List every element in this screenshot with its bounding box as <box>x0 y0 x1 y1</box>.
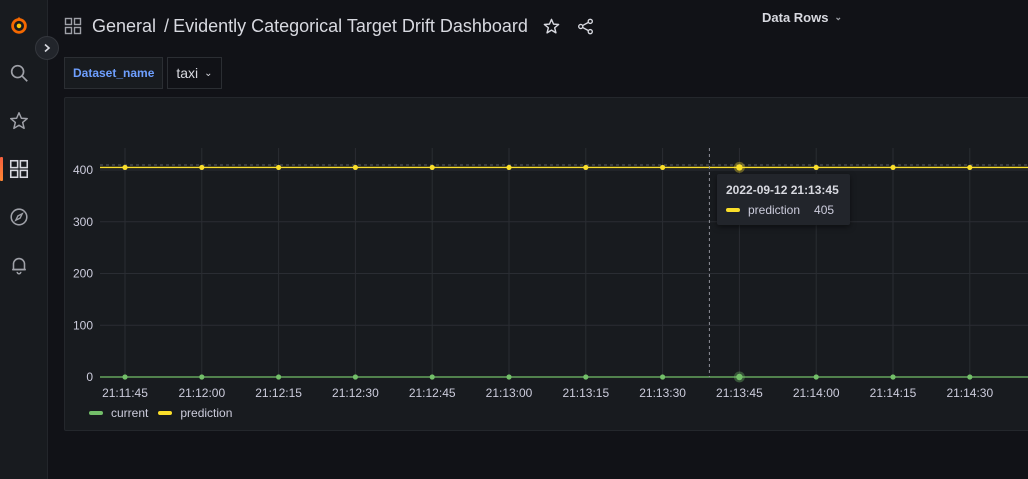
data-point-prediction <box>122 164 128 171</box>
tooltip-time: 2022-09-12 21:13:45 <box>726 183 839 197</box>
y-tick-label: 0 <box>86 370 93 384</box>
data-point-prediction <box>506 164 512 171</box>
search-icon[interactable] <box>7 61 31 85</box>
data-point-current <box>199 374 205 380</box>
hover-point-current <box>736 373 743 381</box>
tooltip-value: 405 <box>814 203 835 217</box>
y-axis: 0 100 200 300 400 <box>73 163 93 384</box>
variable-label: Dataset_name <box>64 57 164 89</box>
data-point-prediction <box>813 164 819 171</box>
tooltip-swatch <box>726 208 740 212</box>
data-point-prediction <box>429 164 435 171</box>
x-tick-label: 21:12:45 <box>409 386 456 400</box>
data-point-current <box>967 374 973 380</box>
data-point-current <box>583 374 589 380</box>
dashboards-grid-icon <box>64 17 82 35</box>
x-tick-label: 21:13:45 <box>716 386 763 400</box>
data-point-prediction <box>352 164 358 171</box>
star-icon[interactable] <box>7 109 31 133</box>
hover-point-prediction <box>736 164 743 171</box>
x-tick-label: 21:12:15 <box>255 386 302 400</box>
breadcrumb-folder[interactable]: General <box>92 15 157 36</box>
data-point-prediction <box>967 164 973 171</box>
breadcrumb-separator: / <box>164 15 170 36</box>
expand-menu-button[interactable] <box>35 36 59 60</box>
x-tick-label: 21:13:00 <box>486 386 533 400</box>
compass-explore-icon[interactable] <box>7 205 31 229</box>
chart-legend: current prediction <box>89 406 242 420</box>
x-tick-label: 21:12:30 <box>332 386 379 400</box>
legend-swatch-current <box>89 411 103 415</box>
data-point-current <box>122 374 128 380</box>
x-tick-label: 21:14:30 <box>946 386 993 400</box>
grafana-logo-icon[interactable] <box>7 13 31 37</box>
dataset-name-select[interactable]: taxi ⌄ <box>167 57 222 89</box>
data-point-prediction <box>890 164 896 171</box>
x-tick-label: 21:14:00 <box>793 386 840 400</box>
star-icon[interactable] <box>542 16 562 36</box>
dashboards-grid-icon[interactable] <box>7 157 31 181</box>
y-tick-label: 300 <box>73 215 93 229</box>
x-tick-label: 21:12:00 <box>178 386 225 400</box>
data-point-current <box>660 374 666 380</box>
data-point-current <box>352 374 358 380</box>
chart-tooltip: 2022-09-12 21:13:45 prediction 405 <box>717 174 850 225</box>
x-tick-label: 21:13:30 <box>639 386 686 400</box>
breadcrumb: General / Evidently Categorical Target D… <box>64 12 596 40</box>
legend-label-current: current <box>111 406 149 420</box>
tooltip-series: prediction <box>748 203 801 217</box>
bell-alerting-icon[interactable] <box>7 253 31 277</box>
data-point-current <box>813 374 819 380</box>
panel-header[interactable]: Data Rows ⌄ <box>762 10 842 25</box>
chart-series <box>100 164 1028 380</box>
y-tick-label: 200 <box>73 267 93 281</box>
data-point-prediction <box>660 164 666 171</box>
variable-bar: Dataset_name taxi ⌄ <box>64 57 222 89</box>
data-point-current <box>506 374 512 380</box>
legend-item-prediction[interactable]: prediction <box>158 406 232 420</box>
data-point-prediction <box>583 164 589 171</box>
y-tick-label: 400 <box>73 163 93 177</box>
data-point-current <box>890 374 896 380</box>
dashboard-title[interactable]: Evidently Categorical Target Drift Dashb… <box>173 15 528 36</box>
active-indicator <box>0 157 3 181</box>
legend-item-current[interactable]: current <box>89 406 148 420</box>
legend-swatch-prediction <box>158 411 173 415</box>
data-point-current <box>276 374 282 380</box>
chevron-right-icon <box>44 43 51 53</box>
legend-label-prediction: prediction <box>180 406 233 420</box>
dataset-name-value: taxi <box>176 65 199 81</box>
y-tick-label: 100 <box>73 318 93 332</box>
data-point-prediction <box>199 164 205 171</box>
x-axis: 21:11:45 21:12:00 21:12:15 21:12:30 21:12:45… <box>102 386 993 400</box>
panel-title: Data Rows <box>762 10 829 25</box>
data-point-prediction <box>276 164 282 171</box>
data-rows-panel <box>64 97 1028 431</box>
chevron-down-icon: ⌄ <box>834 12 843 22</box>
x-tick-label: 21:13:15 <box>562 386 609 400</box>
x-tick-label: 21:11:45 <box>102 386 148 400</box>
side-menu <box>0 0 48 479</box>
share-icon[interactable] <box>576 16 596 36</box>
hover-marker <box>708 148 745 383</box>
x-tick-label: 21:14:15 <box>870 386 917 400</box>
chevron-down-icon: ⌄ <box>204 67 213 79</box>
chart-grid <box>100 148 1028 378</box>
data-point-current <box>429 374 435 380</box>
